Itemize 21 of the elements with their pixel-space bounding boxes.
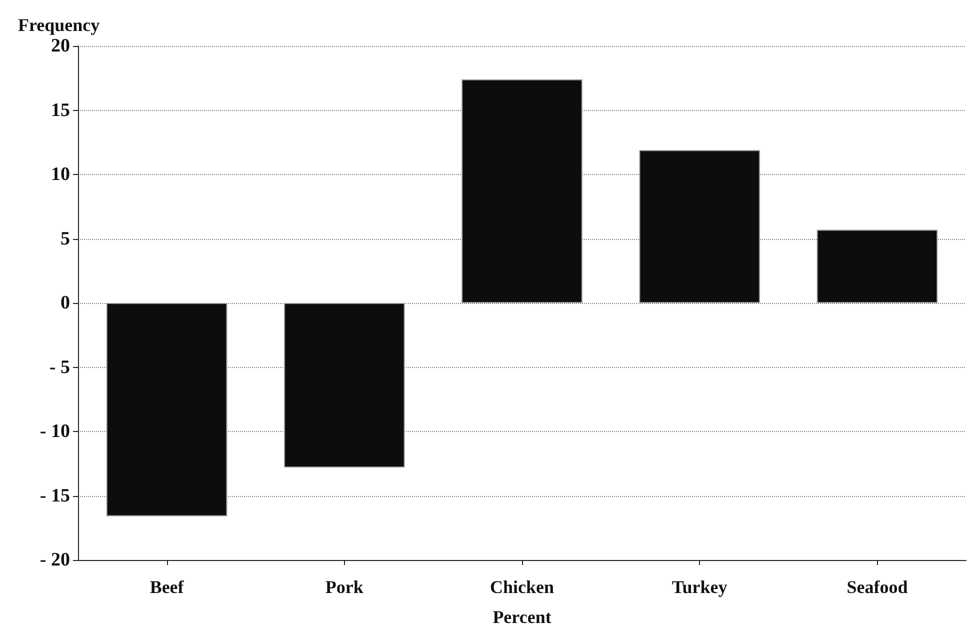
y-tick-label: 5 [60,228,70,250]
x-tick-label: Chicken [490,577,554,597]
y-tick-label: 15 [51,100,70,121]
y-tick-label: - 5 [49,356,70,378]
y-axis-title: Frequency [18,15,100,35]
x-tick-label: Turkey [672,577,728,597]
bar [816,230,938,303]
x-tick-label: Seafood [846,577,908,597]
x-tick-label: Beef [150,577,185,597]
x-axis-title: Percent [492,607,552,627]
bar [462,79,582,303]
y-tick-label: 10 [51,164,70,185]
bar [639,150,760,303]
y-tick-label: - 15 [40,485,70,506]
x-tick-label: Pork [325,577,364,597]
y-tick-label: - 10 [40,421,70,442]
bar [106,303,228,516]
y-tick-label: - 20 [40,550,70,570]
bar [284,303,405,468]
y-tick-label: 20 [51,36,70,56]
y-tick-label: 0 [60,292,70,314]
